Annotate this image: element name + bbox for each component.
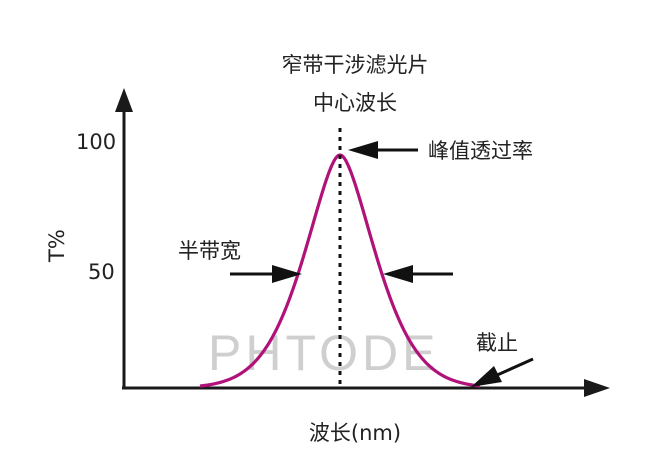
y-axis-label: T% (45, 229, 69, 263)
fwhm-right-arrow-icon (383, 265, 413, 283)
peak-arrow-icon (348, 141, 378, 159)
cutoff-arrow-icon (471, 366, 502, 387)
x-axis-arrow-icon (584, 379, 610, 397)
y-axis-arrow-icon (115, 88, 133, 112)
cutoff-arrow-shaft (494, 357, 534, 378)
y-tick-100: 100 (76, 130, 116, 154)
title-line2: 中心波长 (313, 91, 397, 115)
cutoff-label: 截止 (476, 331, 518, 355)
fwhm-label: 半带宽 (178, 239, 241, 263)
fwhm-left-arrow-icon (272, 265, 302, 283)
x-axis-label: 波长(nm) (309, 421, 401, 445)
y-tick-50: 50 (88, 260, 115, 284)
title-line1: 窄带干涉滤光片 (282, 53, 429, 77)
peak-label: 峰值透过率 (428, 139, 533, 163)
